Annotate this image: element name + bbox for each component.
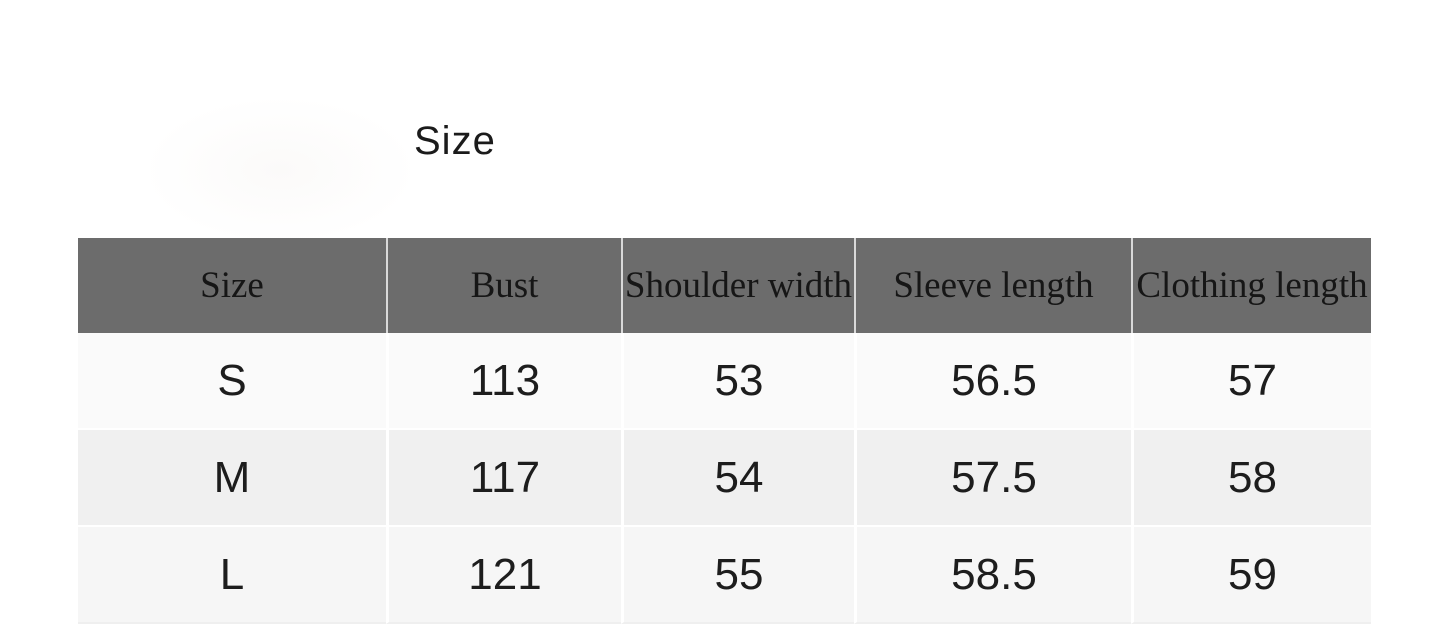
- table-row-s: S 113 53 56.5 57: [78, 333, 1371, 428]
- cell-clothing-length: 58: [1131, 428, 1371, 525]
- cell-sleeve-length: 58.5: [854, 525, 1131, 624]
- header-cell-clothing-length: Clothing length: [1131, 238, 1371, 333]
- cell-bust: 117: [386, 428, 621, 525]
- table-row-l: L 121 55 58.5 59: [78, 525, 1371, 624]
- cell-shoulder-width: 53: [621, 333, 854, 428]
- background-photo-fade: [150, 100, 410, 240]
- header-cell-sleeve-length: Sleeve length: [854, 238, 1131, 333]
- cell-clothing-length: 57: [1131, 333, 1371, 428]
- cell-sleeve-length: 56.5: [854, 333, 1131, 428]
- page-title: Size: [414, 119, 496, 163]
- cell-size: L: [78, 525, 386, 624]
- cell-bust: 113: [386, 333, 621, 428]
- cell-size: S: [217, 355, 247, 405]
- size-chart-table: Size Bust Shoulder width Sleeve length C…: [78, 238, 1371, 624]
- cell-shoulder-width: 55: [621, 525, 854, 624]
- header-cell-shoulder-width: Shoulder width: [621, 238, 854, 333]
- header-cell-size: Size: [200, 265, 264, 306]
- cell-sleeve-length: 57.5: [854, 428, 1131, 525]
- cell-bust: 121: [386, 525, 621, 624]
- cell-shoulder-width: 54: [621, 428, 854, 525]
- cell-size: M: [78, 428, 386, 525]
- header-cell-bust: Bust: [386, 238, 621, 333]
- table-row-m: M 117 54 57.5 58: [78, 428, 1371, 525]
- header-row: Size Bust Shoulder width Sleeve length C…: [78, 238, 1371, 333]
- cell-clothing-length: 59: [1131, 525, 1371, 624]
